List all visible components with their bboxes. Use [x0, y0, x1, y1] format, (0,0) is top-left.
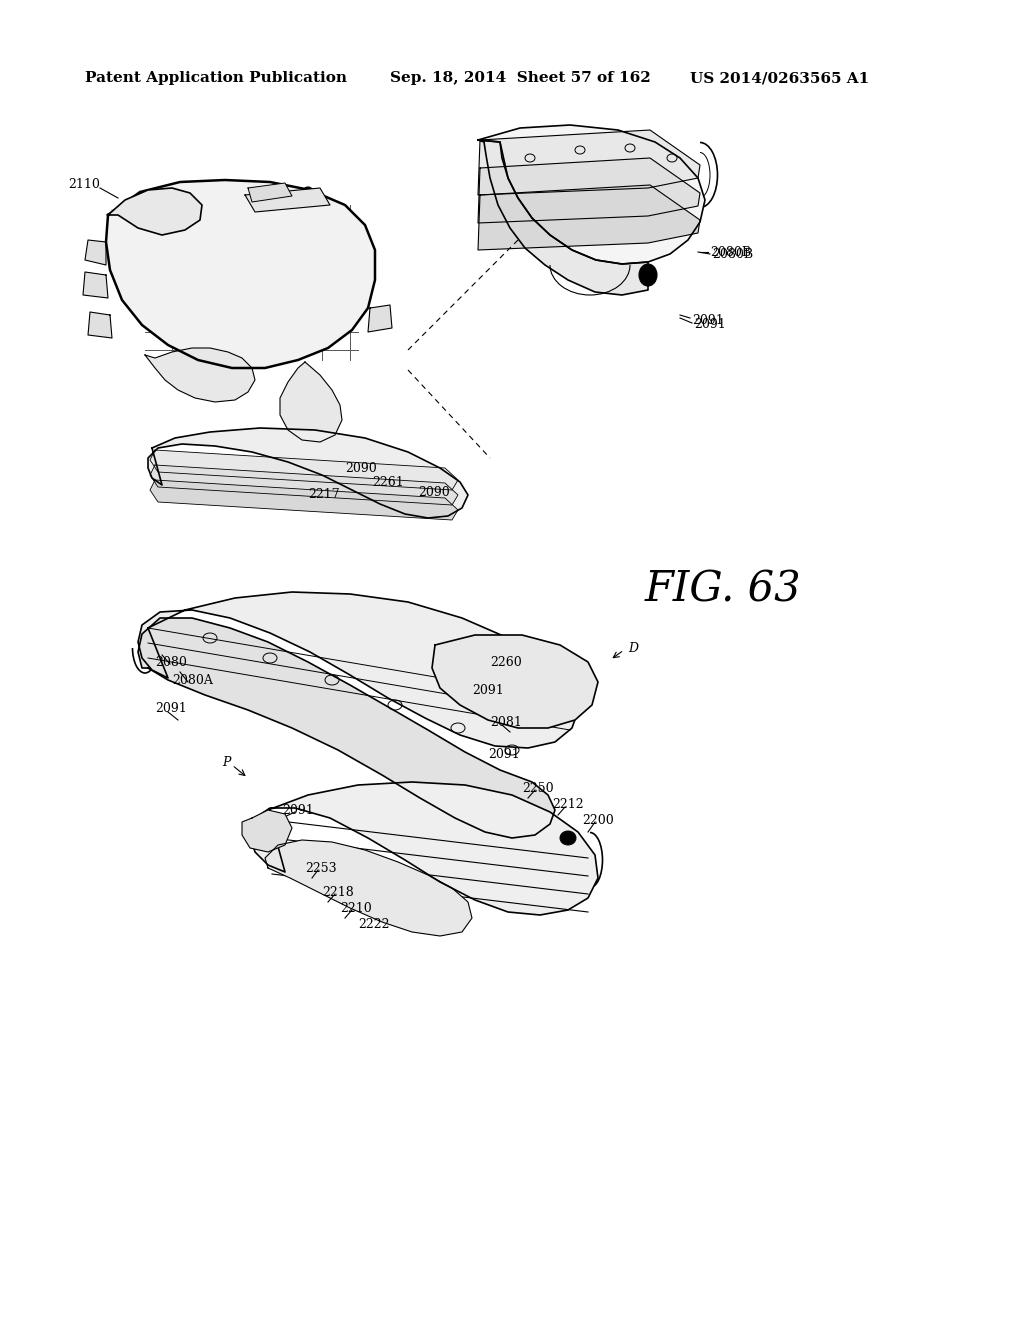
Polygon shape: [85, 240, 106, 265]
Polygon shape: [106, 180, 375, 368]
Ellipse shape: [301, 187, 315, 205]
Polygon shape: [280, 362, 342, 442]
Text: US 2014/0263565 A1: US 2014/0263565 A1: [690, 71, 869, 84]
Text: 2091: 2091: [472, 684, 504, 697]
Polygon shape: [478, 140, 648, 294]
Polygon shape: [138, 591, 580, 748]
Polygon shape: [150, 465, 458, 506]
Text: Patent Application Publication: Patent Application Publication: [85, 71, 347, 84]
Polygon shape: [478, 158, 700, 223]
Text: P: P: [222, 755, 230, 768]
Polygon shape: [108, 187, 202, 235]
Polygon shape: [242, 810, 292, 851]
Text: 2110: 2110: [68, 178, 100, 191]
Text: Sep. 18, 2014  Sheet 57 of 162: Sep. 18, 2014 Sheet 57 of 162: [390, 71, 650, 84]
Text: 2217: 2217: [308, 488, 340, 502]
Text: 2261: 2261: [372, 475, 403, 488]
Text: 2210: 2210: [340, 902, 372, 915]
Text: 2222: 2222: [358, 917, 389, 931]
Polygon shape: [150, 450, 458, 490]
Polygon shape: [245, 187, 330, 213]
Polygon shape: [478, 125, 705, 264]
Text: D: D: [628, 642, 638, 655]
Text: 2081: 2081: [490, 715, 522, 729]
Ellipse shape: [498, 665, 532, 696]
Text: 2080B: 2080B: [712, 248, 753, 261]
Text: 2200: 2200: [582, 813, 613, 826]
Text: 2250: 2250: [522, 781, 554, 795]
Ellipse shape: [256, 302, 288, 334]
Polygon shape: [88, 312, 112, 338]
Text: 2260: 2260: [490, 656, 522, 668]
Text: 2091: 2091: [692, 314, 724, 326]
Text: 2091: 2091: [694, 318, 726, 331]
Text: 2091: 2091: [155, 701, 186, 714]
Text: 2212: 2212: [552, 799, 584, 812]
Text: 2090: 2090: [418, 486, 450, 499]
Text: 2080: 2080: [155, 656, 186, 668]
Polygon shape: [478, 129, 700, 195]
Polygon shape: [145, 348, 255, 403]
Polygon shape: [148, 428, 468, 517]
Polygon shape: [150, 480, 458, 520]
Text: 2091: 2091: [488, 748, 520, 762]
Text: FIG. 63: FIG. 63: [645, 569, 802, 611]
Polygon shape: [478, 185, 700, 249]
Ellipse shape: [639, 264, 657, 286]
Polygon shape: [250, 781, 598, 915]
Ellipse shape: [560, 832, 575, 845]
Text: 2090: 2090: [345, 462, 377, 474]
Polygon shape: [83, 272, 108, 298]
Polygon shape: [368, 305, 392, 333]
Polygon shape: [432, 635, 598, 729]
Text: 2218: 2218: [322, 886, 353, 899]
Polygon shape: [265, 840, 472, 936]
Text: 2080B: 2080B: [710, 246, 752, 259]
Text: 2091: 2091: [282, 804, 313, 817]
Polygon shape: [248, 183, 292, 202]
Ellipse shape: [191, 366, 219, 389]
Ellipse shape: [298, 393, 326, 422]
Polygon shape: [138, 618, 555, 838]
Text: 2080A: 2080A: [172, 673, 213, 686]
Text: 2253: 2253: [305, 862, 337, 874]
